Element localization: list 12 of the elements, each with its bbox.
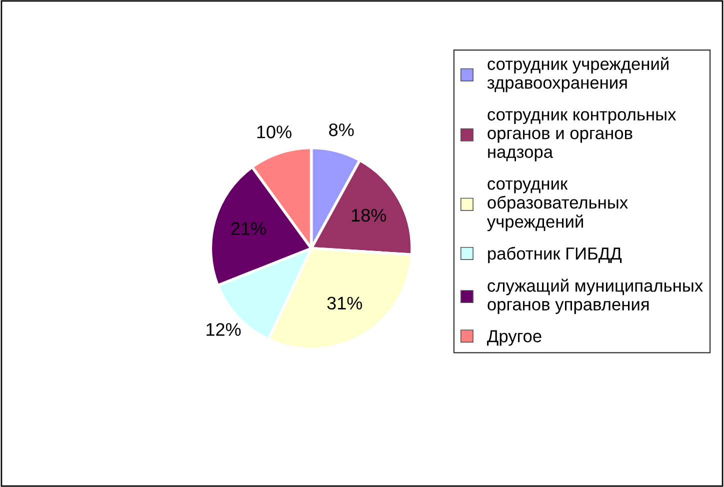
legend-label: Другое [487,330,542,346]
legend-label: сотрудник контрольных органов и органов надзора [488,111,676,162]
legend-label: работник ГИБДД [488,246,622,264]
legend-label: служащий муниципальных органов управления [488,278,703,314]
legend-label: сотрудник образовательных учреждений [486,180,628,232]
legend-label: сотрудник учреждений здравоохранения [487,57,668,92]
data-label: 18% [352,208,386,222]
data-label: 12% [206,323,241,336]
data-label: 31% [327,296,362,310]
data-label: 21% [231,222,266,235]
data-label: 10% [257,126,292,138]
data-label: 8% [329,123,354,136]
